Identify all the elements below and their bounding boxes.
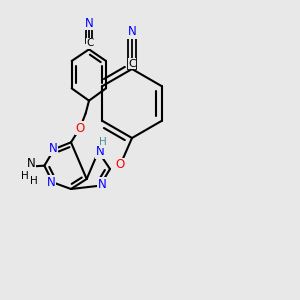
- Text: N: N: [95, 145, 104, 158]
- Text: N: N: [27, 157, 36, 170]
- Text: N: N: [85, 17, 93, 30]
- Text: H: H: [30, 176, 38, 186]
- Text: N: N: [128, 25, 136, 38]
- Text: H: H: [100, 137, 107, 147]
- Text: O: O: [75, 122, 85, 134]
- Text: C: C: [86, 38, 94, 48]
- Text: N: N: [47, 176, 56, 189]
- Text: O: O: [116, 158, 124, 172]
- Text: N: N: [49, 142, 57, 155]
- Text: N: N: [98, 178, 106, 191]
- Text: H: H: [21, 171, 28, 181]
- Text: C: C: [128, 58, 136, 69]
